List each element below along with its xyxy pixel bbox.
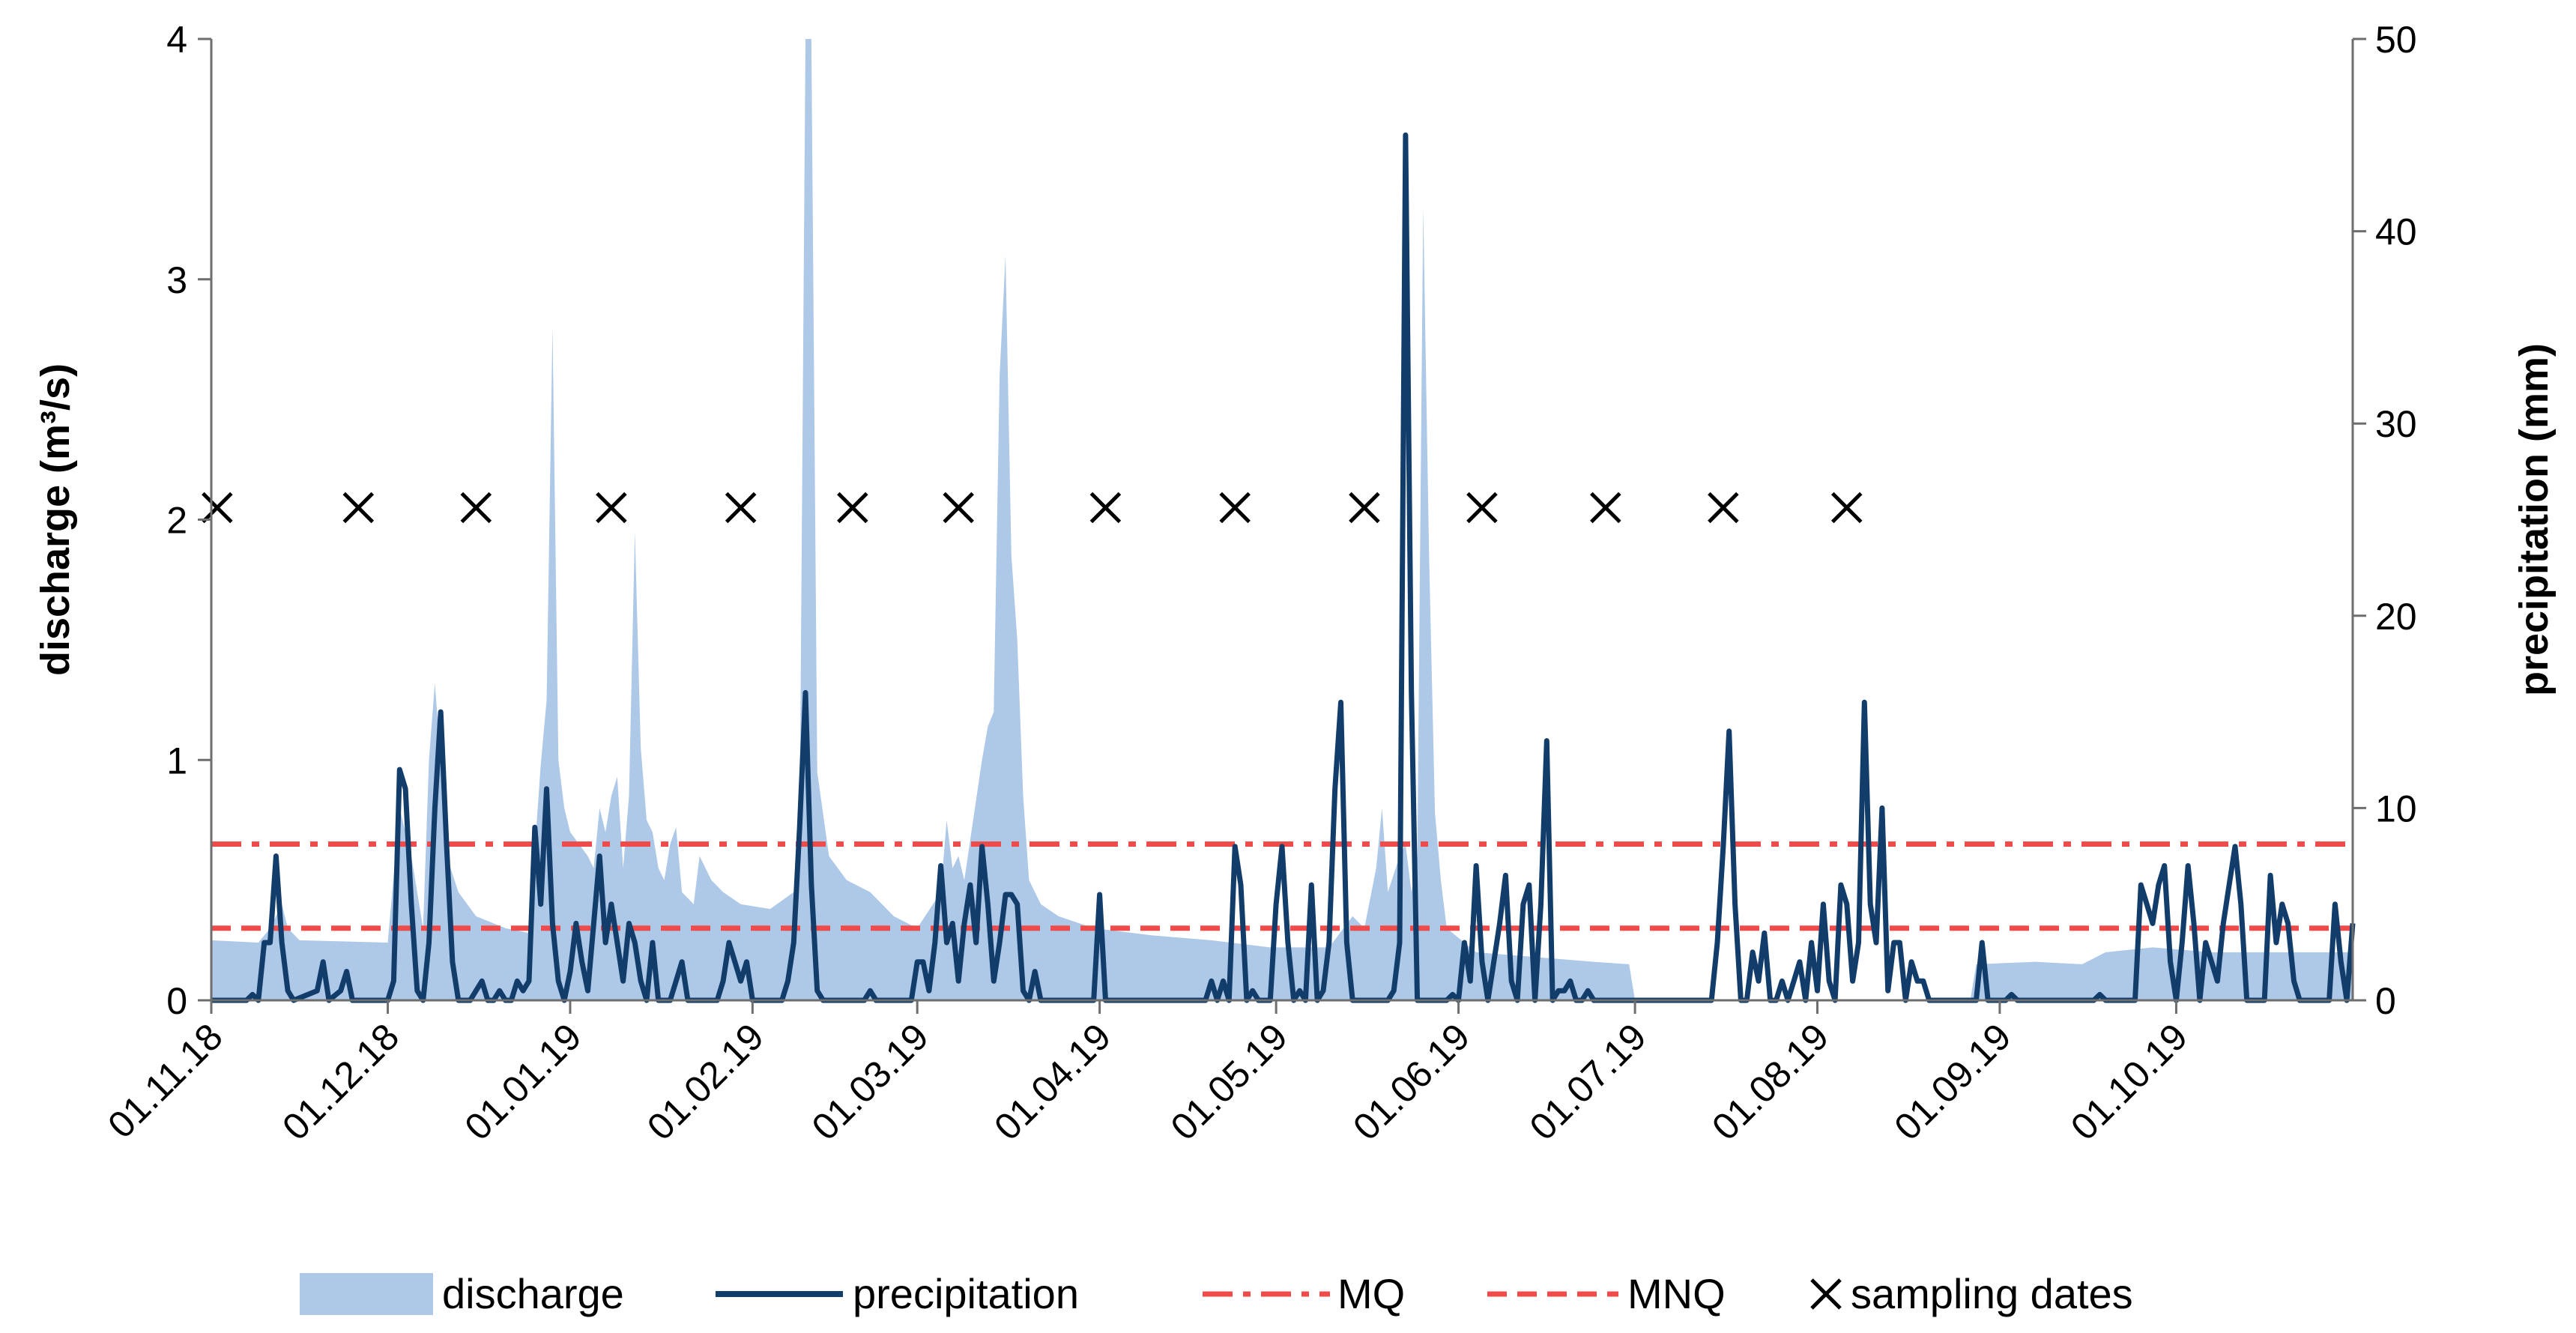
legend-mnq-label: MNQ: [1627, 1270, 1726, 1317]
y-left-tick-label: 2: [166, 500, 187, 542]
sampling-marker-5: [725, 492, 757, 524]
x-tick-label: 01.11.18: [100, 1015, 231, 1146]
sampling-marker-2: [342, 492, 375, 524]
y-left-tick-label: 3: [166, 259, 187, 301]
sampling-marker-8: [1089, 492, 1122, 524]
y-left-tick-label: 4: [166, 19, 187, 61]
y-right-tick-label: 20: [2375, 596, 2417, 638]
y-left-tick-label: 1: [166, 740, 187, 782]
sampling-marker-12: [1590, 492, 1621, 524]
x-tick-label: 01.05.19: [1163, 1015, 1295, 1148]
sampling-marker-11: [1466, 492, 1498, 524]
precipitation-line-layer: [211, 132, 2356, 1003]
legend-discharge-label: discharge: [442, 1270, 624, 1317]
y-right-axis-title: precipitation (mm): [2512, 343, 2557, 696]
x-tick-label: 01.01.19: [456, 1015, 589, 1148]
sampling-marker-4: [596, 492, 627, 524]
x-tick-label: 01.07.19: [1522, 1015, 1654, 1148]
y-left-tick-label: 0: [166, 980, 187, 1022]
legend-precipitation-label: precipitation: [853, 1270, 1079, 1317]
sampling-marker-10: [1349, 492, 1380, 524]
x-tick-label: 01.06.19: [1345, 1015, 1478, 1148]
x-tick-label: 01.10.19: [2063, 1015, 2195, 1148]
y-right-tick-label: 0: [2375, 980, 2396, 1022]
y-right-tick-label: 50: [2375, 19, 2417, 61]
x-tick-label: 01.08.19: [1704, 1015, 1836, 1148]
x-tick-label: 01.12.18: [274, 1015, 407, 1148]
y-right-tick-label: 40: [2375, 211, 2417, 253]
y-right-tick-label: 30: [2375, 403, 2417, 445]
sampling-marker-9: [1219, 492, 1251, 524]
sampling-marker-7: [943, 492, 974, 524]
sampling-marker-13: [1708, 492, 1739, 524]
legend-sampling-swatch: [1810, 1278, 1842, 1310]
sampling-marker-3: [460, 492, 492, 524]
legend-discharge-swatch: [300, 1273, 433, 1315]
sampling-marker-14: [1830, 492, 1863, 524]
x-tick-label: 01.02.19: [639, 1015, 772, 1148]
sampling-marker-1: [202, 492, 233, 524]
legend: discharge precipitation MQ MNQ sampling date…: [300, 1270, 2133, 1317]
discharge-area-layer: [211, 39, 2353, 1000]
precipitation-line: [211, 132, 2356, 1003]
x-tick-label: 01.04.19: [986, 1015, 1119, 1148]
sampling-marker-6: [837, 492, 868, 524]
legend-sampling-label: sampling dates: [1851, 1270, 2133, 1317]
legend-mq-label: MQ: [1337, 1270, 1405, 1317]
x-tick-label: 01.03.19: [804, 1015, 937, 1148]
x-tick-label: 01.09.19: [1886, 1015, 2019, 1148]
y-right-tick-label: 10: [2375, 788, 2417, 829]
sampling-markers-layer: [202, 492, 1863, 524]
discharge-area: [211, 39, 2353, 1000]
y-left-axis-title: discharge (m³/s): [33, 363, 78, 676]
